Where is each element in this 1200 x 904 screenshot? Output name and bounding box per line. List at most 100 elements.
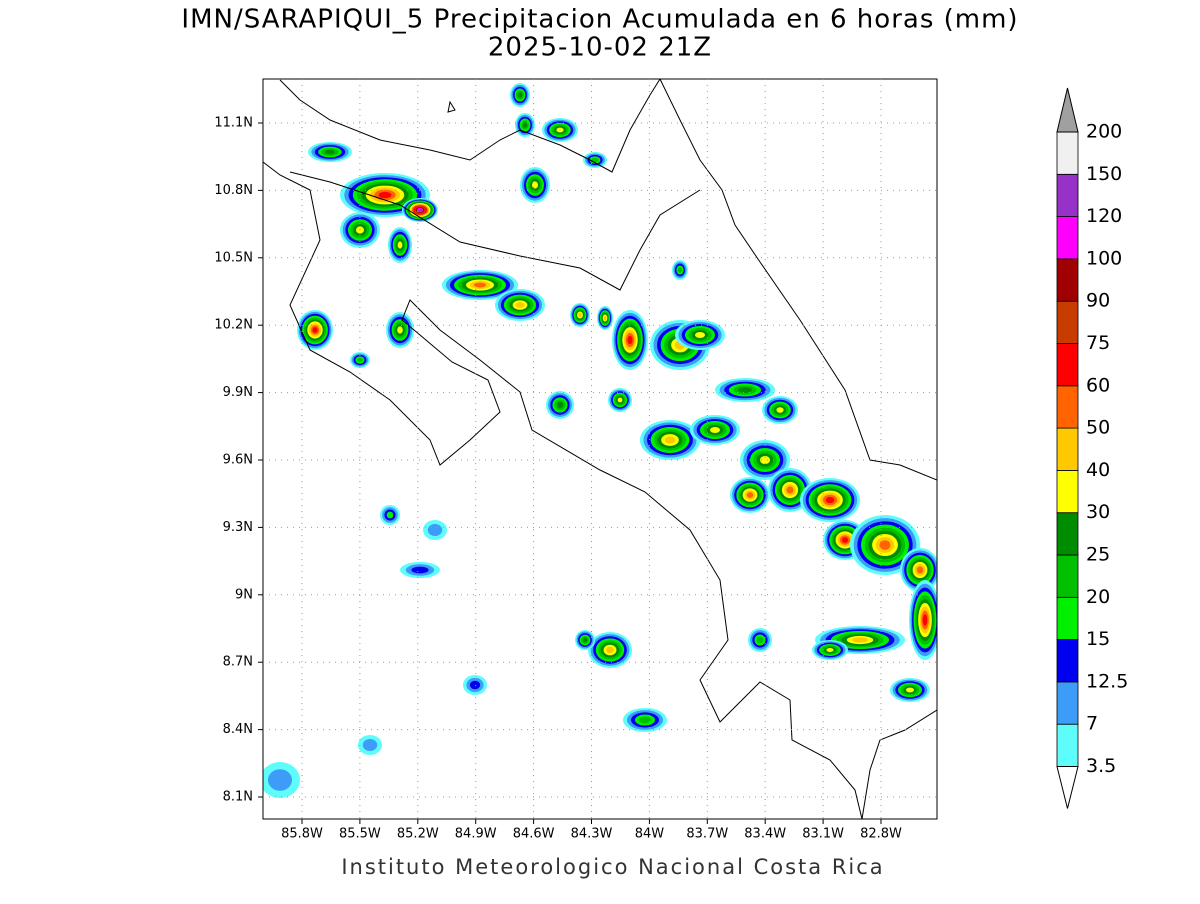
lat-label: 9.3N <box>223 520 253 535</box>
lon-label: 84W <box>635 827 665 842</box>
colorbar-box <box>1056 173 1079 218</box>
colorbar-box <box>1056 131 1079 175</box>
lat-label: 11.1N <box>214 116 253 131</box>
rain-contour <box>786 486 794 494</box>
colorbar-box <box>1056 427 1079 471</box>
lon-label: 83.7W <box>686 827 728 842</box>
rain-contour <box>664 436 676 444</box>
rain-contour <box>582 637 588 643</box>
colorbar-label: 50 <box>1086 417 1110 439</box>
rain-contour <box>591 157 599 163</box>
rain-contour <box>532 181 538 189</box>
rain-contour <box>397 241 403 249</box>
subtitle: 2025-10-02 21Z <box>488 33 712 63</box>
rain-contour <box>357 357 363 363</box>
lat-label: 9.9N <box>223 385 253 400</box>
colorbar-label: 100 <box>1086 247 1122 269</box>
lake <box>447 100 456 113</box>
colorbar-label: 3.5 <box>1086 755 1116 777</box>
rain-contour <box>474 282 486 288</box>
rain-contour <box>324 149 336 155</box>
rain-contour <box>776 407 784 413</box>
lat-label: 8.4N <box>223 722 253 737</box>
colorbar-box <box>1056 723 1079 767</box>
rain-contour <box>627 335 633 345</box>
rain-contour <box>427 524 443 536</box>
lat-label: 8.1N <box>223 790 253 805</box>
rain-contour <box>606 646 614 654</box>
rain-contour <box>378 191 392 199</box>
colorbar-label: 7 <box>1086 713 1098 735</box>
rain-contour <box>852 637 868 643</box>
colorbar-label: 120 <box>1086 205 1122 227</box>
lon-label: 85.2W <box>397 827 439 842</box>
colorbar-box <box>1056 300 1079 344</box>
colorbar-box <box>1056 258 1079 302</box>
border <box>289 171 701 291</box>
lon-label: 83.1W <box>802 827 844 842</box>
rain-contour <box>268 769 292 791</box>
lon-label: 85.8W <box>281 827 323 842</box>
coastline <box>659 79 937 481</box>
rain-contour <box>362 739 378 751</box>
coastline <box>861 709 937 819</box>
colorbar-label: 15 <box>1086 628 1110 650</box>
rain-contour <box>578 312 582 318</box>
colorbar-label: 200 <box>1086 121 1122 143</box>
colorbar-box <box>1056 639 1079 683</box>
rain-contour <box>916 566 924 574</box>
colorbar-label: 25 <box>1086 544 1110 566</box>
colorbar-over <box>1056 87 1079 133</box>
rain-contour <box>906 687 914 693</box>
colorbar: 3.5 7 12.5 15 20 25 30 40 50 60 75 90 100 120 150 200 <box>1056 87 1128 809</box>
colorbar-box <box>1056 681 1079 725</box>
colorbar-label: 90 <box>1086 290 1110 312</box>
footer: Instituto Meteorologico Nacional Costa R… <box>341 855 884 879</box>
rain-contour <box>386 511 394 519</box>
rain-contour <box>411 566 429 574</box>
colorbar-label: 150 <box>1086 163 1122 185</box>
colorbar-box <box>1056 554 1079 598</box>
rain-contour <box>469 680 481 690</box>
rain-contour <box>556 401 564 409</box>
lat-label: 10.5N <box>214 250 253 265</box>
rain-contour <box>397 326 403 334</box>
coastline <box>263 161 863 819</box>
title: IMN/SARAPIQUI_5 Precipitacion Acumulada … <box>181 5 1018 35</box>
rain-contour <box>825 496 835 504</box>
coastline <box>279 79 661 173</box>
colorbar-box <box>1056 385 1079 429</box>
colorbar-box <box>1056 343 1079 387</box>
rain-contour <box>515 302 525 308</box>
map-frame <box>262 78 938 820</box>
rain-contour <box>841 537 849 543</box>
lon-label: 84.6W <box>513 827 555 842</box>
precipitation-field <box>263 83 937 798</box>
rain-contour <box>522 122 528 128</box>
rain-contour <box>738 387 752 393</box>
rain-contour <box>695 332 705 338</box>
lon-label: 82.8W <box>860 827 902 842</box>
rain-contour <box>710 427 720 433</box>
rain-contour <box>556 127 564 133</box>
colorbar-box <box>1056 469 1079 514</box>
rain-contour <box>760 456 770 464</box>
colorbar-label: 12.5 <box>1086 670 1128 692</box>
colorbar-label: 30 <box>1086 501 1110 523</box>
colorbar-label: 20 <box>1086 586 1110 608</box>
rain-contour <box>617 397 623 403</box>
lat-label: 10.2N <box>214 318 253 333</box>
lon-label: 85.5W <box>339 827 381 842</box>
rain-contour <box>922 614 928 626</box>
rain-contour <box>879 540 891 550</box>
lon-label: 84.9W <box>455 827 497 842</box>
colorbar-box <box>1056 512 1079 556</box>
rain-contour <box>677 267 683 273</box>
colorbar-label: 40 <box>1086 459 1110 481</box>
rain-contour <box>418 208 422 212</box>
rain-contour <box>312 327 318 333</box>
lon-label: 84.3W <box>571 827 613 842</box>
colorbar-label: 60 <box>1086 374 1110 396</box>
colorbar-label: 75 <box>1086 332 1110 354</box>
lat-label: 10.8N <box>214 183 253 198</box>
